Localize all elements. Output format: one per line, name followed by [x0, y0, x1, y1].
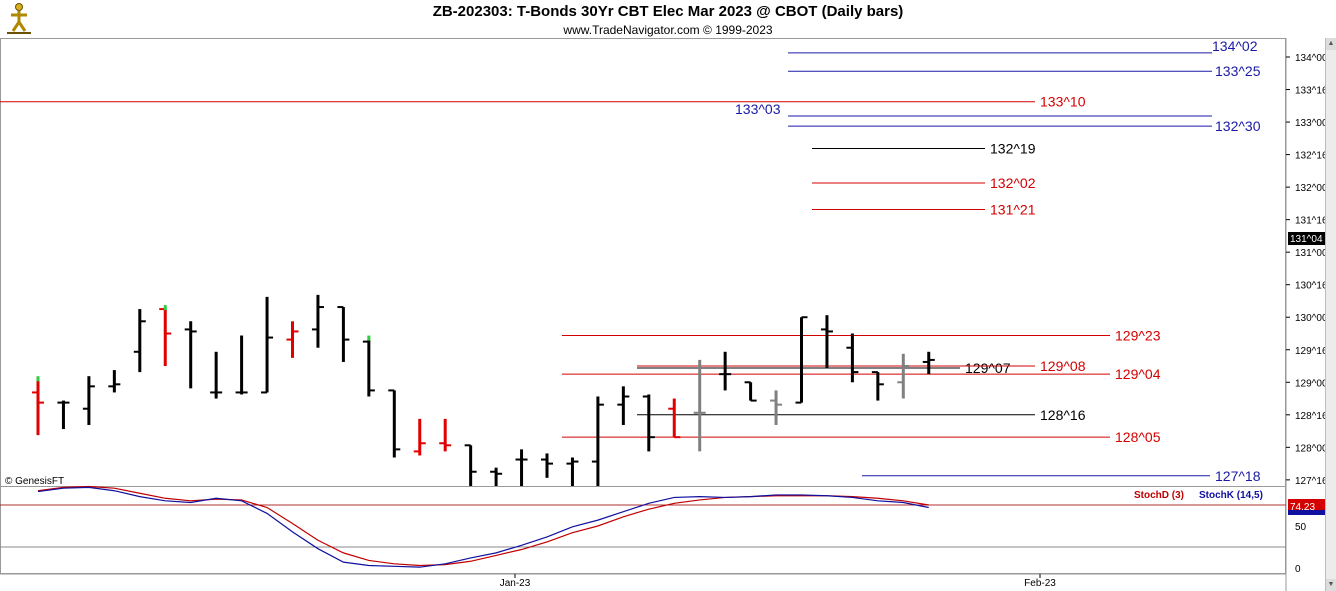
price-axis: 134^00 133^16 133^00 132^16 132^00 131^16 131^… [1286, 53, 1328, 487]
level-label: 132^02 [990, 175, 1036, 191]
chart-header: ZB-202303: T-Bonds 30Yr CBT Elec Mar 202… [0, 0, 1336, 38]
bar-signal-mark [367, 335, 371, 341]
price-panel-frame [0, 38, 1286, 487]
date-tick-label: Feb-23 [1024, 578, 1056, 589]
stoch-value-label: 74.23 [1290, 502, 1315, 513]
scroll-down-arrow-icon[interactable]: ▼ [1326, 579, 1336, 591]
stoch-tick-label: 50 [1295, 522, 1307, 533]
price-tick-label: 128^16 [1295, 411, 1328, 422]
bar-signal-mark [36, 376, 40, 382]
indicator-panel-frame [0, 486, 1286, 574]
level-label: 133^10 [1040, 94, 1086, 110]
last-price-label: 131^04 [1290, 234, 1323, 245]
stoch-value-tag-k [1288, 510, 1325, 515]
date-tick-label: Jan-23 [500, 578, 531, 589]
level-label: 128^16 [1040, 407, 1086, 423]
level-label: 131^21 [990, 201, 1036, 217]
level-label: 133^25 [1215, 63, 1261, 79]
level-label: 129^04 [1115, 366, 1161, 382]
level-label: 129^07 [965, 360, 1011, 376]
level-label: 129^08 [1040, 358, 1086, 374]
price-tick-label: 129^00 [1295, 378, 1328, 389]
price-tick-label: 132^16 [1295, 151, 1328, 162]
stochd-legend: StochD (3) [1134, 490, 1184, 501]
watermark: © GenesisFT [5, 476, 64, 487]
price-tick-label: 127^16 [1295, 476, 1328, 487]
stoch-line [37, 485, 929, 567]
price-tick-label: 130^00 [1295, 313, 1328, 324]
price-tick-label: 133^16 [1295, 86, 1328, 97]
price-tick-label: 132^00 [1295, 183, 1328, 194]
price-tick-label: 129^16 [1295, 346, 1328, 357]
date-axis: Jan-23 Feb-23 [500, 574, 1056, 589]
price-tick-label: 133^00 [1295, 118, 1328, 129]
level-label: 132^19 [990, 140, 1036, 156]
trader-figure-icon [4, 2, 34, 34]
price-tick-label: 131^16 [1295, 216, 1328, 227]
chart-title: ZB-202303: T-Bonds 30Yr CBT Elec Mar 202… [432, 3, 904, 20]
stoch-tick-label: 0 [1295, 564, 1301, 575]
price-tick-label: 134^00 [1295, 53, 1328, 64]
level-lines-layer: 134^02 133^25 133^10 133^03 132^30 132^19 132^… [0, 38, 1261, 484]
stochk-legend: StochK (14,5) [1199, 490, 1263, 501]
price-tick-label: 128^00 [1295, 443, 1328, 454]
stochastic-panel: 50 0 [0, 485, 1307, 575]
level-label: 132^30 [1215, 118, 1261, 134]
stoch-line [37, 486, 929, 568]
last-price-tag [1288, 232, 1325, 245]
price-tick-label: 131^00 [1295, 248, 1328, 259]
level-label: 133^03 [735, 101, 781, 117]
level-label: 134^02 [1212, 38, 1258, 54]
scroll-up-arrow-icon[interactable]: ▲ [1326, 38, 1336, 50]
price-bars-layer [32, 294, 935, 486]
level-label: 128^05 [1115, 429, 1161, 445]
bar-signal-mark [163, 305, 167, 311]
chart-subtitle: www.TradeNavigator.com © 1999-2023 [563, 23, 773, 37]
level-label: 129^23 [1115, 328, 1161, 344]
vertical-scrollbar[interactable]: ▲ ▼ [1325, 38, 1336, 591]
level-label: 127^18 [1215, 468, 1261, 484]
price-tick-label: 130^16 [1295, 281, 1328, 292]
